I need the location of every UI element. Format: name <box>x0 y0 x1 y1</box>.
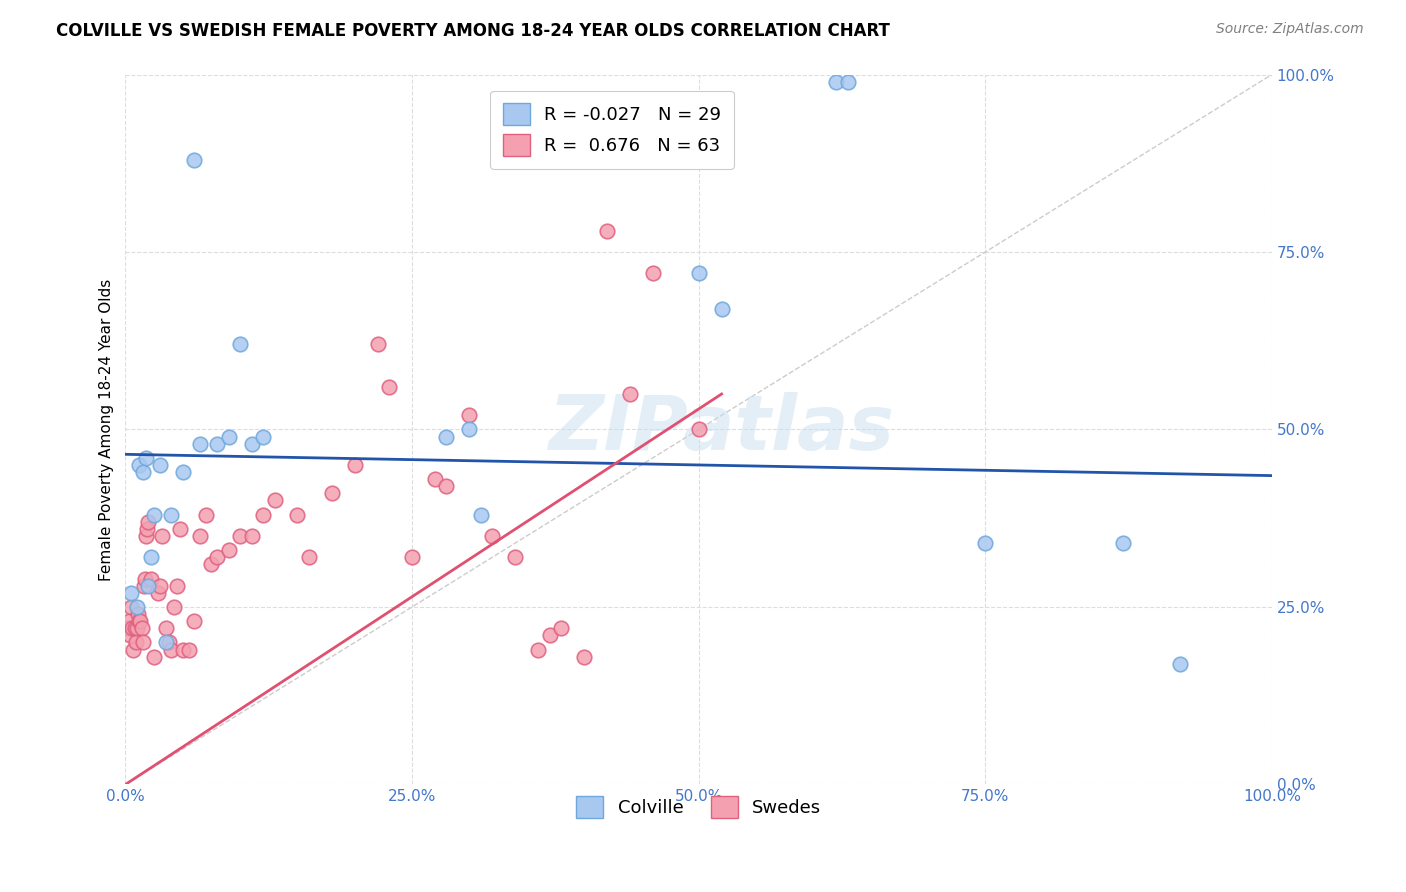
Point <box>194 508 217 522</box>
Point <box>218 429 240 443</box>
Point <box>263 493 285 508</box>
Point <box>117 621 139 635</box>
Point <box>166 579 188 593</box>
Point <box>121 621 143 635</box>
Point <box>688 422 710 436</box>
Point <box>125 599 148 614</box>
Text: COLVILLE VS SWEDISH FEMALE POVERTY AMONG 18-24 YEAR OLDS CORRELATION CHART: COLVILLE VS SWEDISH FEMALE POVERTY AMONG… <box>56 22 890 40</box>
Point <box>139 550 162 565</box>
Point <box>423 472 446 486</box>
Point <box>127 607 149 621</box>
Point <box>218 543 240 558</box>
Point <box>550 621 572 635</box>
Point <box>150 529 173 543</box>
Point <box>538 628 561 642</box>
Point <box>138 515 160 529</box>
Point <box>665 103 688 117</box>
Point <box>1168 657 1191 671</box>
Point <box>470 508 492 522</box>
Point <box>183 614 205 628</box>
Point <box>120 586 142 600</box>
Point <box>527 642 550 657</box>
Point <box>229 529 252 543</box>
Point <box>458 422 481 436</box>
Point <box>139 572 162 586</box>
Point <box>172 642 194 657</box>
Point <box>205 550 228 565</box>
Point <box>378 380 401 394</box>
Point <box>155 621 177 635</box>
Point <box>481 529 503 543</box>
Point <box>252 429 274 443</box>
Point <box>160 642 183 657</box>
Point <box>143 649 166 664</box>
Point <box>131 465 153 479</box>
Point <box>128 614 150 628</box>
Point <box>287 508 309 522</box>
Legend: Colville, Swedes: Colville, Swedes <box>569 789 828 825</box>
Point <box>503 550 526 565</box>
Point <box>160 508 183 522</box>
Point <box>128 458 150 472</box>
Point <box>120 628 142 642</box>
Point <box>146 586 169 600</box>
Point <box>596 224 619 238</box>
Point <box>240 529 263 543</box>
Point <box>572 649 595 664</box>
Point <box>188 436 211 450</box>
Point <box>837 75 859 89</box>
Point <box>135 450 157 465</box>
Point <box>172 465 194 479</box>
Point <box>136 522 159 536</box>
Point <box>436 429 458 443</box>
Point <box>149 579 172 593</box>
Point <box>135 529 157 543</box>
Point <box>131 621 153 635</box>
Point <box>321 486 343 500</box>
Point <box>177 642 200 657</box>
Point <box>118 614 141 628</box>
Point <box>131 635 153 649</box>
Point <box>1112 536 1135 550</box>
Point <box>125 621 148 635</box>
Text: Source: ZipAtlas.com: Source: ZipAtlas.com <box>1216 22 1364 37</box>
Point <box>240 436 263 450</box>
Point <box>162 599 184 614</box>
Point <box>252 508 274 522</box>
Point <box>169 522 191 536</box>
Point <box>229 337 252 351</box>
Point <box>200 558 222 572</box>
Point <box>188 529 211 543</box>
Point <box>134 572 156 586</box>
Point <box>132 579 155 593</box>
Point <box>343 458 366 472</box>
Point <box>124 621 146 635</box>
Point <box>710 301 733 316</box>
Point <box>149 458 172 472</box>
Point <box>298 550 321 565</box>
Point <box>688 266 710 280</box>
Point <box>619 387 641 401</box>
Y-axis label: Female Poverty Among 18-24 Year Olds: Female Poverty Among 18-24 Year Olds <box>100 278 114 581</box>
Point <box>120 599 142 614</box>
Point <box>974 536 997 550</box>
Point <box>205 436 228 450</box>
Point <box>122 642 145 657</box>
Point <box>138 579 160 593</box>
Point <box>401 550 423 565</box>
Point <box>129 614 152 628</box>
Point <box>458 409 481 423</box>
Point <box>155 635 177 649</box>
Point <box>157 635 180 649</box>
Point <box>125 635 148 649</box>
Point <box>436 479 458 493</box>
Point <box>143 508 166 522</box>
Point <box>183 153 205 167</box>
Text: ZIPatlas: ZIPatlas <box>548 392 894 467</box>
Point <box>825 75 848 89</box>
Point <box>367 337 389 351</box>
Point <box>641 266 664 280</box>
